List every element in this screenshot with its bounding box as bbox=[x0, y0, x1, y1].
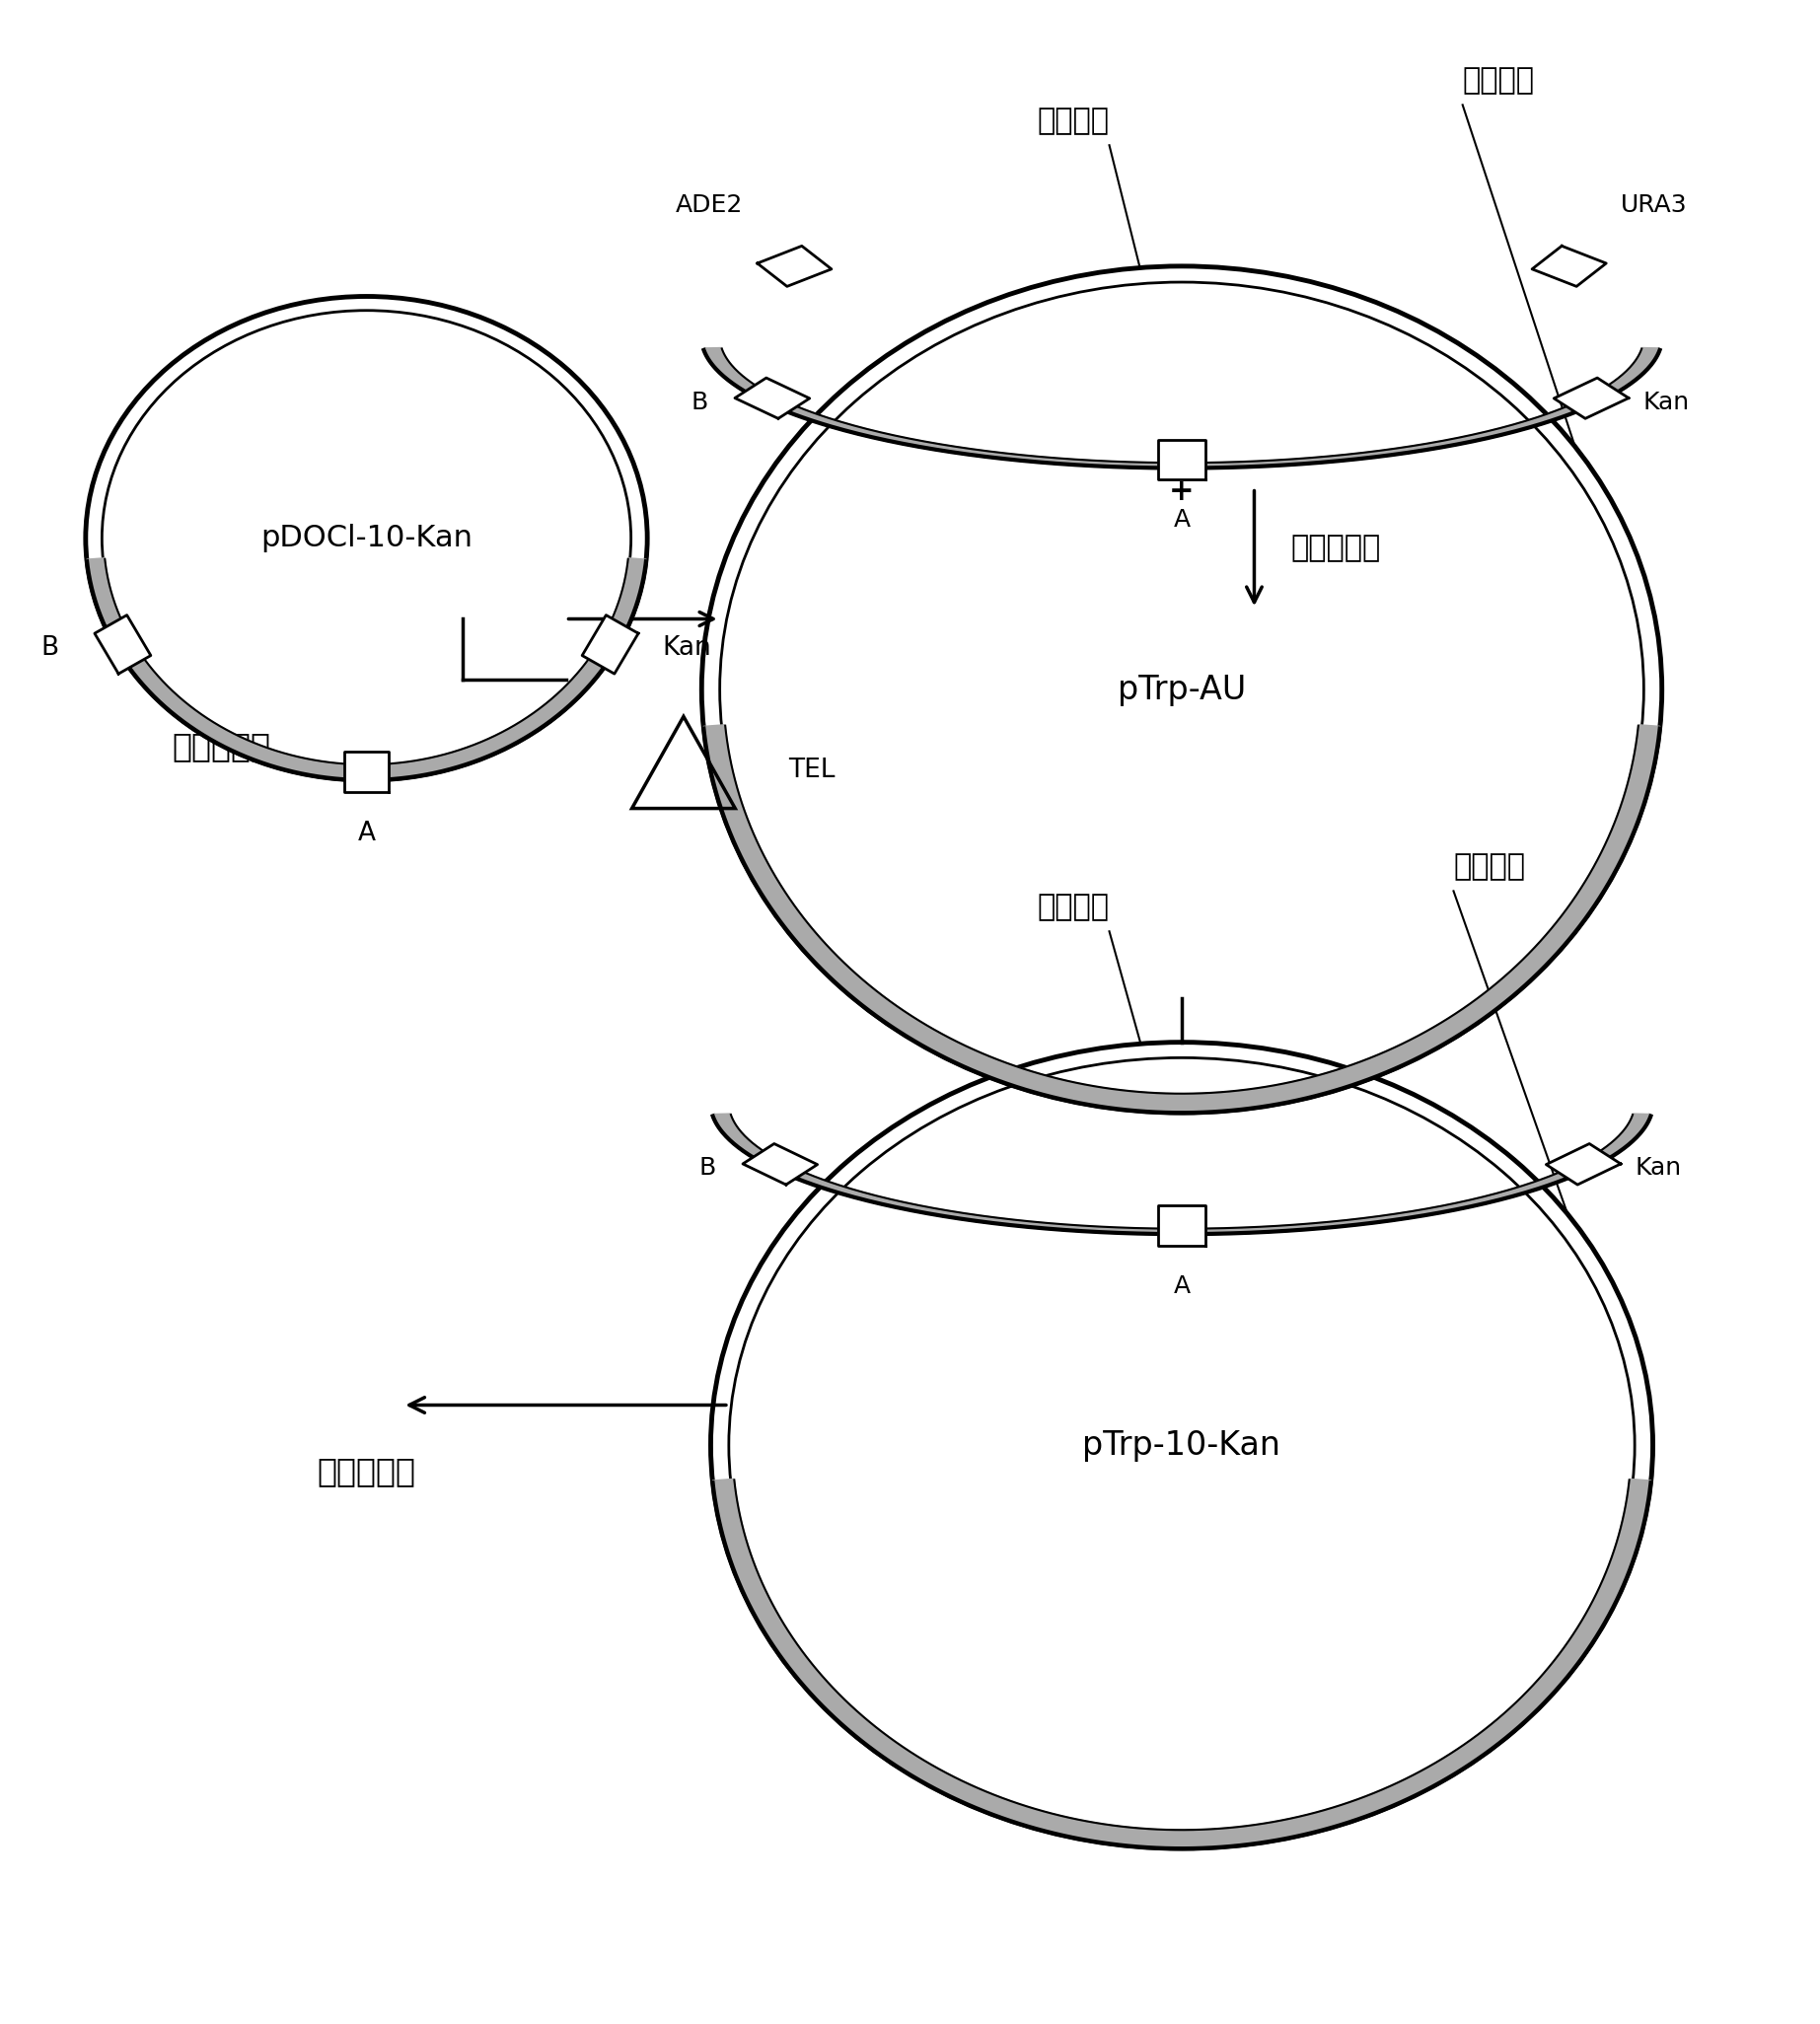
Text: 细菌元件: 细菌元件 bbox=[1454, 852, 1525, 880]
Polygon shape bbox=[1554, 378, 1629, 419]
Polygon shape bbox=[704, 348, 1660, 468]
Polygon shape bbox=[1158, 1206, 1205, 1247]
Text: B: B bbox=[692, 391, 708, 415]
Text: Kan: Kan bbox=[662, 636, 712, 662]
Text: 转化到酵母: 转化到酵母 bbox=[1290, 534, 1381, 563]
Text: pTrp-AU: pTrp-AU bbox=[1117, 674, 1247, 706]
Text: 细菌元件: 细菌元件 bbox=[1463, 67, 1534, 95]
Polygon shape bbox=[1158, 439, 1205, 480]
Polygon shape bbox=[95, 615, 151, 674]
Text: 转化到细菌: 转化到细菌 bbox=[317, 1455, 415, 1488]
Text: ADE2: ADE2 bbox=[675, 194, 743, 217]
Polygon shape bbox=[704, 725, 1660, 1113]
Text: +: + bbox=[1168, 478, 1194, 506]
Text: A: A bbox=[357, 820, 375, 846]
Polygon shape bbox=[735, 378, 810, 419]
Text: 酵母元件: 酵母元件 bbox=[1037, 107, 1108, 136]
Text: 酵母元件: 酵母元件 bbox=[1037, 893, 1108, 921]
Text: TEL: TEL bbox=[788, 757, 835, 783]
Polygon shape bbox=[1547, 1144, 1622, 1184]
Polygon shape bbox=[344, 753, 388, 791]
Text: 限制性消化: 限制性消化 bbox=[173, 731, 271, 763]
Polygon shape bbox=[743, 1144, 817, 1184]
Text: Kan: Kan bbox=[1634, 1156, 1682, 1180]
Text: B: B bbox=[40, 636, 58, 662]
Polygon shape bbox=[1532, 247, 1607, 287]
Text: A: A bbox=[1174, 508, 1190, 532]
Polygon shape bbox=[87, 559, 646, 779]
Polygon shape bbox=[712, 1480, 1651, 1848]
Polygon shape bbox=[757, 247, 832, 287]
Text: pTrp-10-Kan: pTrp-10-Kan bbox=[1083, 1429, 1281, 1461]
Text: B: B bbox=[699, 1156, 715, 1180]
Text: URA3: URA3 bbox=[1620, 194, 1687, 217]
Text: pDOCl-10-Kan: pDOCl-10-Kan bbox=[260, 524, 473, 553]
Polygon shape bbox=[582, 615, 639, 674]
Text: Kan: Kan bbox=[1643, 391, 1689, 415]
Text: A: A bbox=[1174, 1273, 1190, 1297]
Polygon shape bbox=[712, 1113, 1651, 1235]
